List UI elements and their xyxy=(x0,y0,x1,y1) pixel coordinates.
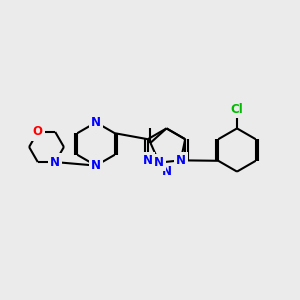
Text: N: N xyxy=(143,154,153,167)
Text: N: N xyxy=(91,159,101,172)
Text: N: N xyxy=(50,156,60,169)
Text: N: N xyxy=(91,116,101,129)
Text: Cl: Cl xyxy=(231,103,243,116)
Text: N: N xyxy=(161,165,172,178)
Text: N: N xyxy=(176,154,186,167)
Text: O: O xyxy=(33,125,43,138)
Text: N: N xyxy=(154,156,164,169)
